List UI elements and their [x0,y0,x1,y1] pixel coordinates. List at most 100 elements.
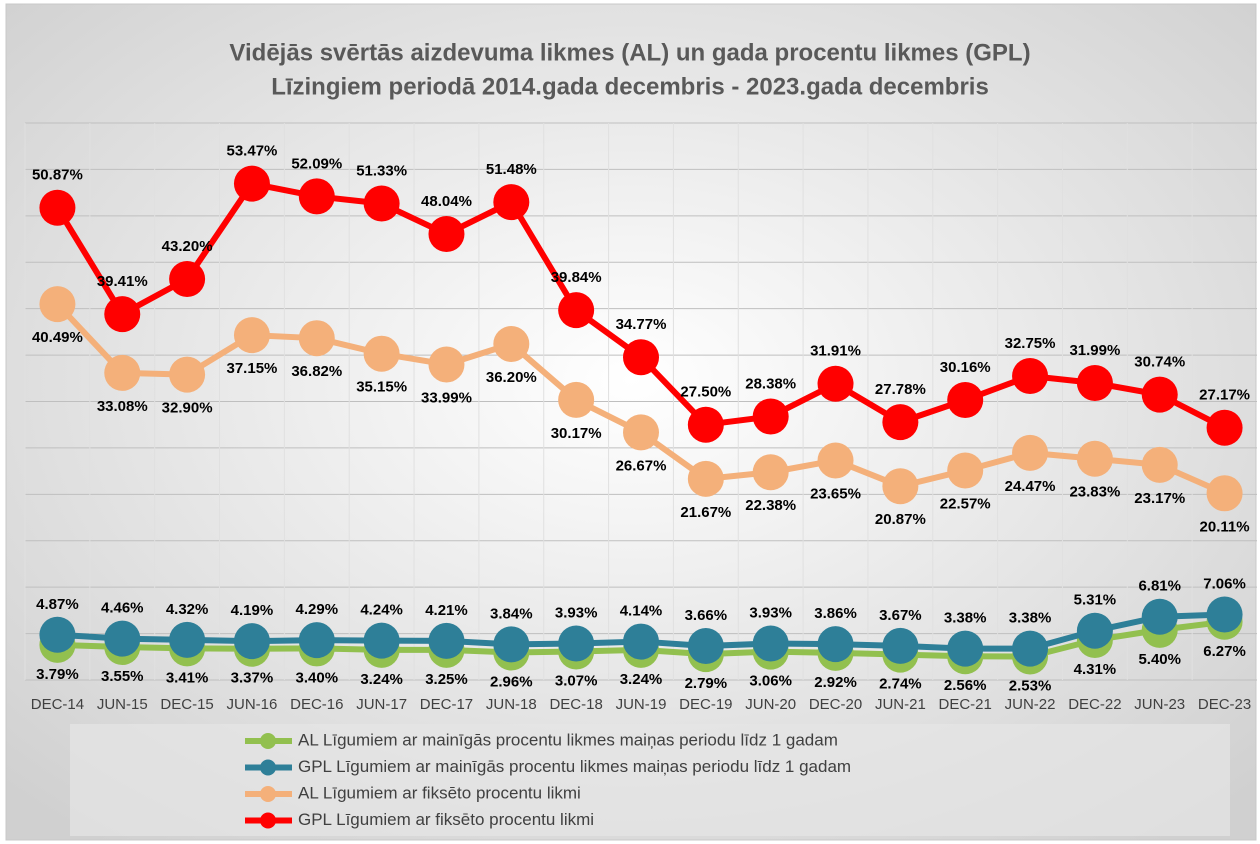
marker [169,621,206,658]
marker [687,406,724,443]
marker [233,623,270,660]
legend-marker [260,786,276,802]
data-label: 39.41% [97,273,148,290]
marker [493,184,530,221]
legend-marker [260,812,276,829]
marker [882,404,919,441]
legend-marker [260,733,276,749]
marker [687,628,724,665]
marker [298,178,335,215]
legend: AL Līgumiem ar mainīgās procentu likmes … [245,730,851,829]
marker [233,317,270,354]
data-label: 2.96% [490,673,533,690]
data-label: 3.84% [490,605,533,622]
x-tick-label: DEC-16 [290,696,343,713]
marker [39,189,76,226]
legend-label: AL Līgumiem ar fiksēto procentu likmi [298,783,581,802]
data-label: 27.78% [875,381,926,398]
legend-label: GPL Līgumiem ar fiksēto procentu likmi [298,810,594,829]
marker [947,382,984,419]
x-tick-label: DEC-18 [549,696,602,713]
data-label: 5.31% [1074,592,1117,609]
marker [428,216,465,253]
marker [687,460,724,497]
data-label: 32.90% [162,400,213,417]
data-label: 3.93% [555,604,598,621]
marker [882,468,919,505]
data-label: 4.46% [101,600,144,617]
labels: DEC-14 JUN-15 DEC-15 JUN-16 DEC-16 JUN-17 DEC-… [31,143,1252,713]
data-label: 27.17% [1199,387,1250,404]
data-label: 30.74% [1134,354,1185,371]
data-label: 24.47% [1005,478,1056,495]
x-tick-label: JUN-23 [1134,696,1185,713]
legend-label: AL Līgumiem ar mainīgās procentu likmes … [298,730,838,749]
x-tick-label: DEC-17 [420,696,473,713]
marker [104,354,141,391]
data-label: 20.87% [875,511,926,528]
marker [623,339,659,376]
data-label: 4.14% [620,603,663,620]
data-label: 3.41% [166,669,209,686]
data-label: 4.19% [231,602,274,619]
data-label: 52.09% [291,155,342,172]
marker [298,622,335,659]
data-label: 36.82% [291,363,342,380]
x-tick-label: JUN-17 [356,696,407,713]
data-label: 23.83% [1069,484,1120,501]
marker [558,381,595,418]
data-label: 3.67% [879,607,922,624]
marker [104,620,141,657]
marker [1012,630,1049,667]
data-label: 32.75% [1005,335,1056,352]
marker [169,260,206,297]
x-tick-label: DEC-21 [939,696,992,713]
marker [428,346,465,383]
marker [947,630,984,667]
data-label: 2.53% [1009,677,1052,694]
data-label: 51.33% [356,162,407,179]
marker [39,616,76,653]
data-label: 22.38% [745,497,796,514]
marker [428,622,465,659]
data-label: 36.20% [486,369,537,386]
data-label: 22.57% [940,495,991,512]
data-label: 21.67% [680,504,731,521]
marker [752,625,789,662]
data-label: 6.27% [1203,643,1246,660]
x-tick-label: JUN-18 [486,696,537,713]
data-label: 4.29% [296,601,339,618]
marker [298,320,335,357]
marker [363,185,400,222]
data-label: 27.50% [680,384,731,401]
data-label: 4.31% [1074,661,1117,678]
data-label: 40.49% [32,329,83,346]
marker [623,623,659,660]
marker [558,625,595,662]
data-label: 3.37% [231,670,274,687]
legend-label: GPL Līgumiem ar mainīgās procentu likmes… [298,757,851,776]
marker [1076,440,1113,477]
marker [493,626,530,663]
marker [1076,365,1113,402]
data-label: 3.55% [101,668,144,685]
marker [1141,376,1178,413]
data-label: 53.47% [227,143,278,160]
legend-marker [260,759,276,776]
data-label: 31.91% [810,343,861,360]
data-label: 2.74% [879,676,922,693]
data-label: 4.21% [425,602,468,619]
x-tick-label: JUN-20 [745,696,796,713]
data-label: 3.66% [685,607,728,624]
data-label: 50.87% [32,167,83,184]
data-label: 23.65% [810,485,861,502]
x-tick-label: JUN-21 [875,696,926,713]
x-tick-label: DEC-14 [31,696,84,713]
marker [947,452,984,489]
data-label: 4.24% [360,602,403,619]
marker [752,398,789,435]
data-label: 33.08% [97,398,148,415]
marker [1206,409,1243,446]
data-label: 3.79% [36,666,79,683]
